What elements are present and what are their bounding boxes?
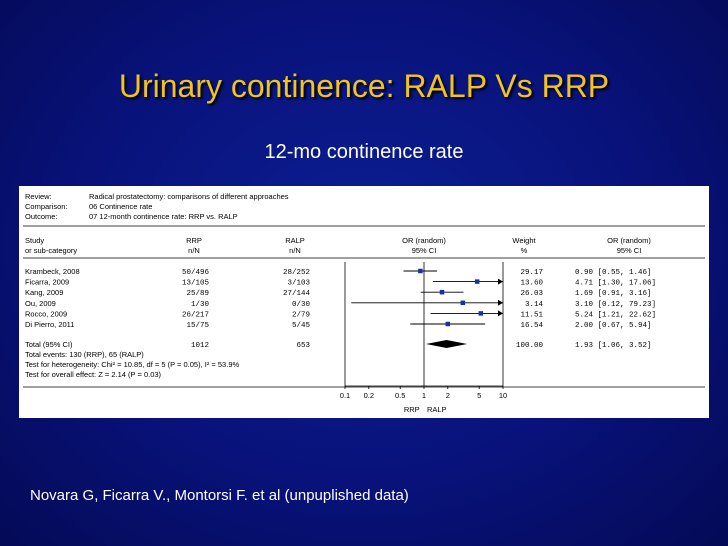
study-point-estimate: [445, 321, 451, 327]
header-rrp: RRP: [186, 236, 202, 245]
study-or-ci: 4.71 [1.30, 17.06]: [575, 280, 656, 288]
study-rrp: 25/89: [186, 290, 209, 298]
total-rrp: 1012: [191, 342, 209, 350]
study-name: Ficarra, 2009: [25, 278, 69, 287]
study-rrp: 1/30: [191, 301, 210, 309]
study-name: Ou, 2009: [25, 299, 56, 308]
axis-label-ralp: RALP: [427, 405, 447, 414]
x-tick-label: 10: [499, 391, 507, 400]
study-rrp: 50/496: [182, 269, 210, 277]
study-weight: 11.51: [520, 311, 543, 319]
x-tick-label: 5: [477, 391, 481, 400]
slide-subtitle: 12-mo continence rate: [264, 141, 464, 163]
study-name: Rocco, 2009: [25, 309, 67, 318]
comparison-label: Comparison:: [25, 202, 68, 211]
forest-plot-panel: Review: Radical prostatectomy: compariso…: [19, 186, 709, 418]
pooled-diamond: [425, 340, 468, 348]
total-ralp: 653: [296, 342, 310, 350]
x-tick-label: 0.5: [395, 391, 405, 400]
citation: Novara G, Ficarra V., Montorsi F. et al …: [30, 487, 409, 504]
study-ralp: 3/103: [287, 280, 310, 288]
study-name: Kang, 2009: [25, 288, 63, 297]
header-ralp: RALP: [285, 236, 305, 245]
header-rrp-nn: n/N: [188, 246, 200, 255]
forest-plot: Review: Radical prostatectomy: compariso…: [23, 192, 705, 414]
study-or-ci: 5.24 [1.21, 22.62]: [575, 311, 656, 319]
study-ralp: 28/252: [283, 269, 310, 277]
header-or-random-right: OR (random): [607, 236, 651, 245]
header-ci-right: 95% CI: [617, 246, 642, 255]
study-ralp: 27/144: [283, 290, 311, 298]
study-point-estimate: [474, 279, 480, 284]
axis-label-rrp: RRP: [404, 405, 420, 414]
study-rrp: 15/75: [186, 322, 209, 330]
header-study: Study: [25, 236, 44, 245]
study-point-estimate: [478, 311, 484, 316]
study-ci-arrow-right: [498, 278, 503, 285]
study-weight: 13.60: [520, 280, 543, 288]
study-point-estimate: [460, 300, 466, 306]
x-tick-label: 2: [446, 391, 450, 400]
x-tick-label: 1: [422, 391, 426, 400]
x-tick-label: 0.1: [340, 391, 350, 400]
study-weight: 3.14: [525, 301, 544, 309]
study-name: Di Pierro, 2011: [25, 320, 74, 329]
header-weight-pct: %: [521, 246, 528, 255]
total-events: Total events: 130 (RRP), 65 (RALP): [25, 350, 144, 359]
header-subcategory: or sub-category: [25, 246, 77, 255]
study-rrp: 26/217: [182, 311, 209, 319]
study-ralp: 0/30: [292, 301, 311, 309]
total-weight: 100.00: [516, 342, 544, 350]
study-or-ci: 1.69 [0.91, 3.16]: [575, 290, 652, 298]
review-value: Radical prostatectomy: comparisons of di…: [89, 192, 289, 201]
comparison-value: 06 Continence rate: [89, 202, 152, 211]
study-weight: 29.17: [520, 269, 543, 277]
study-point-estimate: [418, 268, 423, 274]
heterogeneity-test: Test for heterogeneity: Chi² = 10.85, df…: [25, 360, 239, 369]
study-ralp: 5/45: [292, 322, 311, 330]
x-tick-label: 0.2: [364, 391, 374, 400]
study-ci-arrow-right: [498, 310, 503, 317]
study-or-ci: 0.90 [0.55, 1.46]: [575, 269, 652, 277]
study-name: Krambeck, 2008: [25, 267, 80, 276]
study-weight: 26.03: [520, 290, 543, 298]
outcome-value: 07 12-month continence rate: RRP vs. RAL…: [89, 212, 238, 221]
header-or-random: OR (random): [402, 236, 446, 245]
header-weight: Weight: [512, 236, 536, 245]
study-rrp: 13/105: [182, 280, 210, 288]
study-weight: 16.54: [520, 322, 543, 330]
study-ci-arrow-right: [498, 299, 503, 306]
header-ralp-nn: n/N: [289, 246, 301, 255]
study-or-ci: 3.10 [0.12, 79.23]: [575, 301, 656, 309]
overall-effect-test: Test for overall effect: Z = 2.14 (P = 0…: [25, 370, 162, 379]
study-ralp: 2/79: [292, 311, 310, 319]
study-point-estimate: [439, 289, 445, 295]
review-label: Review:: [25, 192, 52, 201]
header-or-ci: 95% CI: [412, 246, 437, 255]
slide-title: Urinary continence: RALP Vs RRP: [118, 68, 610, 104]
total-label: Total (95% CI): [25, 340, 73, 349]
study-or-ci: 2.00 [0.67, 5.94]: [575, 322, 652, 330]
total-or-ci: 1.93 [1.06, 3.52]: [575, 342, 652, 350]
outcome-label: Outcome:: [25, 212, 58, 221]
